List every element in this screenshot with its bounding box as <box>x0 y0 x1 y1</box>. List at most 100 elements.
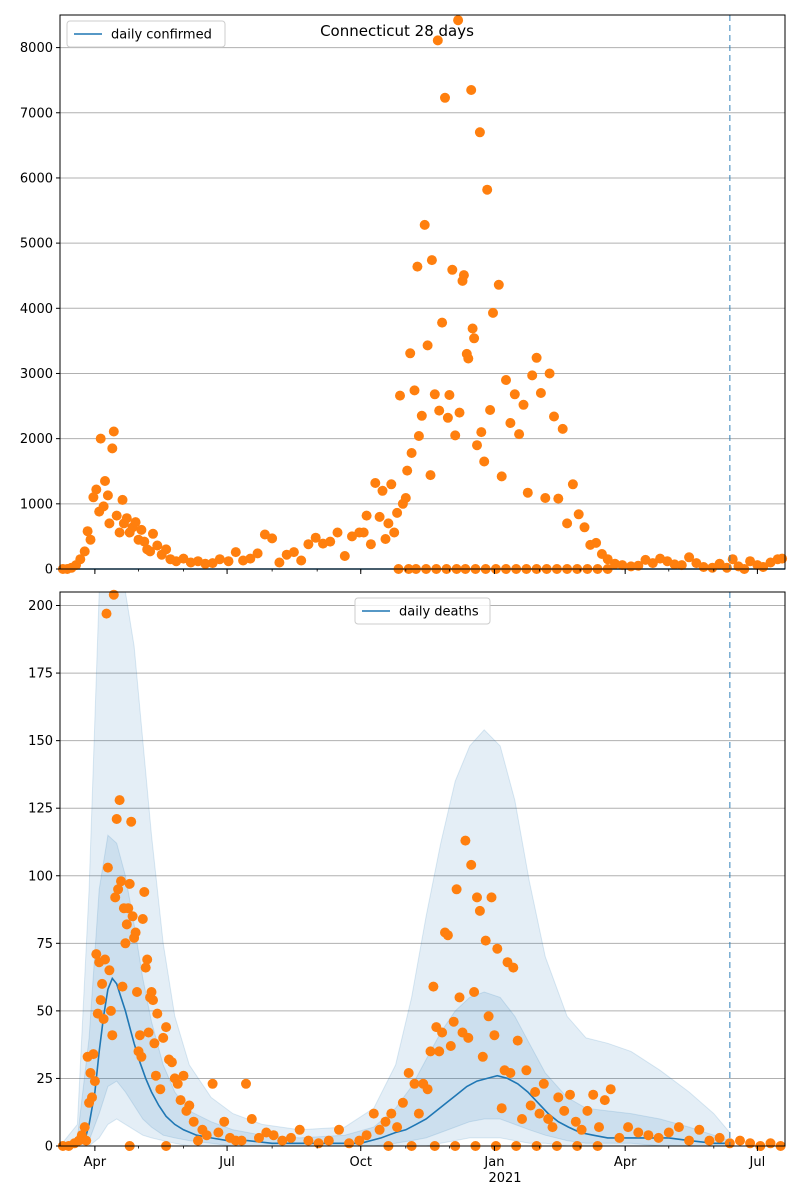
data-point <box>325 536 336 547</box>
data-point <box>437 317 448 328</box>
data-point <box>599 1095 610 1106</box>
data-point <box>434 405 445 416</box>
data-point <box>547 1122 558 1133</box>
data-point <box>508 962 519 973</box>
y-tick-label: 5000 <box>20 237 53 252</box>
data-point <box>454 992 465 1003</box>
data-point <box>745 556 756 567</box>
data-point <box>152 540 163 551</box>
x-tick-label: Jan <box>483 1155 504 1170</box>
data-point <box>110 892 121 903</box>
data-point <box>419 219 430 230</box>
data-point <box>448 1016 459 1027</box>
data-point <box>684 552 695 563</box>
data-point <box>567 479 578 490</box>
data-point <box>111 814 122 824</box>
data-point <box>286 1132 296 1143</box>
confirmed-panel: 0 1000 2000 3000 4000 5000 6000 7000 8000 Connec… <box>20 14 788 578</box>
data-point <box>254 1132 264 1143</box>
data-point <box>488 307 498 318</box>
data-point <box>88 1049 99 1060</box>
confirmed-legend-box <box>66 20 226 48</box>
data-point <box>463 353 474 364</box>
data-point <box>361 510 372 521</box>
data-point <box>403 1068 414 1078</box>
data-point <box>496 471 507 482</box>
data-point <box>377 485 388 496</box>
data-point <box>450 430 461 441</box>
data-point <box>698 562 709 572</box>
chart-title: Connecticut 28 days <box>320 22 474 40</box>
data-point <box>313 1138 324 1149</box>
y-tick-label: 0 <box>45 563 53 578</box>
data-point <box>161 544 172 555</box>
data-point <box>444 390 455 400</box>
data-point <box>735 1135 745 1146</box>
data-point <box>442 930 453 941</box>
data-point <box>422 340 433 351</box>
data-point <box>268 1130 279 1141</box>
data-point <box>565 1089 575 1100</box>
data-point <box>518 399 529 410</box>
data-point <box>416 410 427 421</box>
data-point <box>647 558 658 569</box>
data-point <box>460 835 471 846</box>
y-tick-label: 0 <box>45 1140 53 1155</box>
y-tick-label: 50 <box>36 1004 53 1019</box>
data-point <box>576 1124 587 1135</box>
data-point <box>178 553 189 564</box>
data-point <box>81 1135 92 1146</box>
deaths-axes-frame <box>59 591 786 1147</box>
data-point <box>482 184 493 195</box>
data-point <box>570 1116 581 1127</box>
data-point <box>413 431 424 441</box>
data-point <box>89 1076 100 1087</box>
data-point <box>447 264 458 275</box>
data-point <box>617 560 628 571</box>
data-point <box>113 884 124 895</box>
data-point <box>230 547 241 558</box>
data-point <box>148 528 158 539</box>
data-point <box>245 553 256 564</box>
data-point <box>466 85 477 95</box>
data-point <box>389 527 400 538</box>
data-point <box>145 546 156 557</box>
data-point <box>472 892 482 903</box>
data-point <box>402 465 413 476</box>
data-point <box>166 1057 177 1068</box>
data-point <box>140 962 151 973</box>
deaths-panel: 0 25 50 75 100 125 150 175 200 Apr Jul Oct Jan Apr Ju… <box>28 589 786 1186</box>
y-tick-label: 25 <box>36 1072 53 1087</box>
y-tick-label: 150 <box>28 734 53 749</box>
data-point <box>397 1097 408 1108</box>
data-point <box>582 1105 593 1116</box>
data-point <box>405 348 416 359</box>
data-point <box>512 1035 523 1046</box>
data-point <box>213 1127 224 1138</box>
data-point <box>673 1122 684 1133</box>
data-point <box>120 938 131 949</box>
data-point <box>501 375 511 385</box>
data-point <box>765 1138 776 1149</box>
y-tick-label: 7000 <box>20 106 53 121</box>
data-point <box>531 352 542 363</box>
data-point <box>75 554 86 565</box>
data-point <box>121 919 132 930</box>
data-point <box>594 1122 604 1133</box>
data-point <box>559 1105 570 1116</box>
data-point <box>121 513 132 524</box>
data-point <box>108 426 119 437</box>
x-tick-label: Apr <box>614 1155 637 1170</box>
data-point <box>643 1130 654 1141</box>
data-point <box>310 532 321 543</box>
data-point <box>132 987 142 997</box>
data-point <box>101 608 112 619</box>
data-point <box>108 589 119 600</box>
data-point <box>193 1135 203 1146</box>
data-point <box>246 1114 257 1124</box>
data-point <box>445 1041 456 1051</box>
data-point <box>676 560 687 571</box>
data-point <box>505 418 516 428</box>
data-point <box>137 914 148 924</box>
